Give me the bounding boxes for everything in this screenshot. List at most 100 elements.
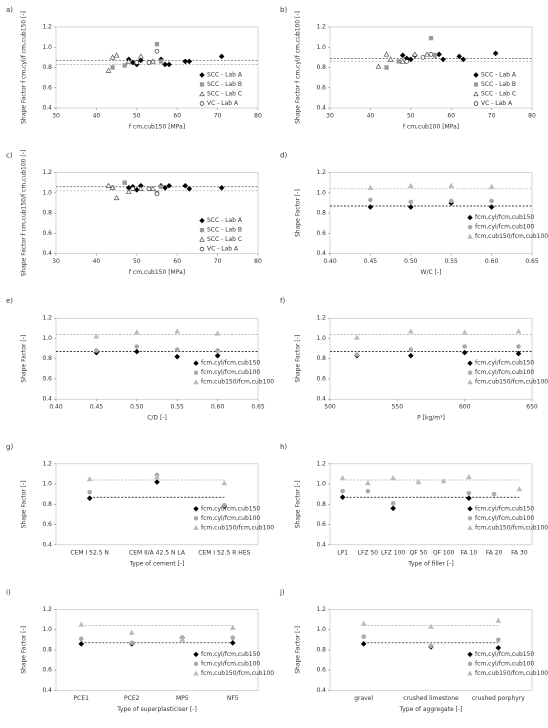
y-axis-label: Shape Factor [-]	[21, 626, 28, 674]
x-axis-label: Type of superplasticiser [-]	[116, 706, 197, 713]
data-point	[515, 350, 522, 357]
legend-label: VC - Lab A	[481, 100, 513, 107]
x-tick-label: 80	[528, 113, 536, 120]
plot-frame	[329, 172, 533, 254]
legend-marker	[467, 360, 473, 366]
data-point	[78, 641, 85, 647]
data-point	[174, 347, 180, 352]
legend-marker	[199, 217, 205, 224]
data-point	[109, 54, 116, 60]
y-tick-label: 0.6	[42, 230, 52, 237]
y-tick-label: 1.2	[42, 24, 52, 31]
data-point	[495, 645, 502, 651]
data-point	[390, 474, 397, 481]
data-point	[495, 617, 502, 623]
data-point	[396, 59, 401, 64]
legend-label: fcm,cyl/fcm,cub150	[201, 360, 260, 367]
data-point	[448, 198, 454, 204]
y-tick-label: 0.4	[42, 396, 52, 403]
y-tick-label: 1.0	[316, 481, 326, 488]
x-tick-label: FA 10	[461, 549, 478, 556]
plot-frame	[329, 317, 533, 400]
legend-marker	[467, 661, 473, 667]
x-tick-label: 0.50	[404, 258, 418, 265]
legend-label: fcm,cub150/fcm,cub100	[475, 670, 548, 677]
data-point	[182, 182, 189, 189]
data-point	[408, 204, 414, 210]
legend-label: SCC - Lab C	[207, 91, 242, 98]
x-axis-label: W/C [-]	[421, 269, 442, 276]
data-point	[516, 344, 521, 349]
x-tick-label: 0.60	[211, 404, 225, 411]
x-tick-label: 50	[407, 113, 415, 120]
data-point	[110, 65, 115, 70]
y-tick-label: 0.4	[316, 250, 326, 257]
data-point	[186, 58, 193, 65]
x-tick-label: crushed porphyry	[472, 695, 525, 702]
data-point	[340, 488, 345, 494]
data-point	[134, 187, 140, 193]
data-point	[339, 494, 346, 501]
data-point	[78, 636, 84, 642]
x-tick-label: 50	[133, 113, 141, 120]
data-point	[229, 640, 236, 646]
data-point	[174, 353, 180, 360]
panel-label: e)	[6, 297, 13, 305]
legend-label: fcm,cub150/fcm,cub100	[475, 524, 548, 531]
y-tick-label: 0.4	[316, 687, 326, 694]
data-point	[383, 51, 390, 57]
x-tick-label: 40	[367, 113, 375, 120]
x-tick-label: 0.60	[485, 258, 499, 265]
data-point	[496, 637, 501, 643]
y-tick-label: 0.6	[42, 521, 52, 528]
data-point	[138, 57, 144, 64]
x-tick-label: 650	[526, 404, 538, 411]
legend-label: fcm,cub150/fcm,cub100	[201, 670, 274, 677]
y-tick-label: 0.8	[316, 64, 326, 71]
data-point	[339, 474, 346, 481]
panel-label: h)	[280, 443, 287, 451]
x-tick-label: FA 20	[486, 549, 503, 556]
legend-marker	[467, 370, 473, 375]
x-tick-label: 0.65	[251, 404, 265, 411]
data-point	[428, 643, 434, 649]
x-axis-label: f cm,cub100 [MPa]	[403, 124, 459, 131]
y-axis-label: Shape Factor f cm,cyl/f cm,cub150 [-]	[21, 11, 28, 124]
x-tick-label: LP1	[337, 549, 348, 556]
y-tick-label: 0.6	[316, 521, 326, 528]
legend-marker	[467, 224, 473, 230]
data-point	[387, 56, 394, 62]
data-point	[461, 329, 468, 335]
y-tick-label: 0.4	[42, 541, 52, 548]
y-tick-label: 1.0	[42, 481, 52, 488]
y-tick-label: 0.4	[42, 687, 52, 694]
data-point	[129, 59, 136, 66]
data-point	[424, 51, 430, 57]
data-point	[440, 477, 447, 484]
x-axis-label: f cm,cub150 [MPa]	[129, 269, 185, 276]
legend-label: fcm,cyl/fcm,cub150	[475, 651, 534, 658]
data-point	[407, 328, 414, 334]
x-tick-label: 70	[214, 113, 222, 120]
legend-marker	[467, 670, 473, 676]
x-tick-label: 550	[392, 404, 404, 411]
x-tick-label: NF5	[227, 695, 239, 702]
x-tick-label: 0.40	[49, 404, 63, 411]
data-point	[488, 183, 495, 189]
legend-label: SCC - Lab C	[207, 236, 242, 243]
x-axis-label: P [kg/m³]	[417, 415, 445, 422]
x-tick-label: 80	[254, 113, 262, 120]
y-tick-label: 0.6	[316, 667, 326, 674]
data-point	[154, 473, 160, 480]
data-point	[408, 352, 414, 359]
legend-marker	[473, 101, 479, 106]
data-point	[137, 53, 144, 59]
plot-frame	[329, 609, 533, 691]
x-tick-label: 30	[52, 258, 60, 265]
legend-label: SCC - Lab A	[207, 72, 243, 79]
panel-label: f)	[280, 297, 285, 305]
y-tick-label: 0.8	[42, 64, 52, 71]
y-tick-label: 0.8	[316, 501, 326, 508]
x-tick-label: PCE2	[124, 695, 140, 702]
